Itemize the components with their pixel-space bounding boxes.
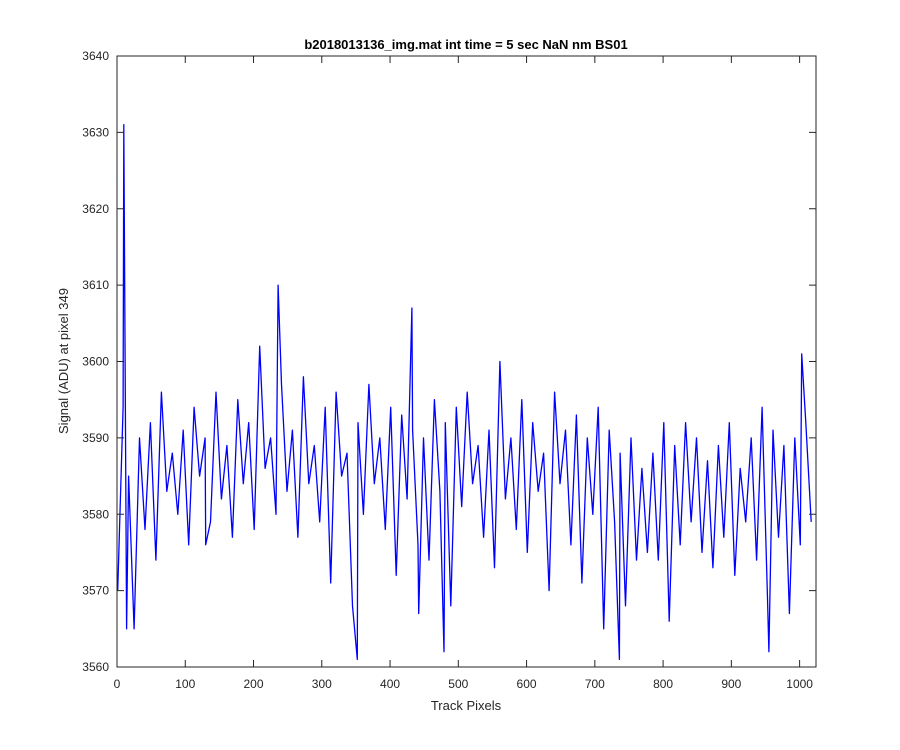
y-tick-label: 3610 — [82, 278, 109, 292]
x-tick-label: 400 — [380, 677, 400, 691]
y-tick-label: 3560 — [82, 660, 109, 674]
y-axis: 3560 3570 3580 3590 3600 3610 3620 3630 3640 — [82, 49, 816, 674]
x-tick-label: 1000 — [786, 677, 813, 691]
y-tick-label: 3580 — [82, 507, 109, 521]
plot-area — [116, 55, 817, 668]
x-tick-label: 600 — [517, 677, 537, 691]
x-tick-label: 200 — [244, 677, 264, 691]
y-tick-label: 3570 — [82, 584, 109, 598]
x-axis: 0 100 200 300 400 500 600 700 800 900 1000 — [114, 56, 813, 691]
y-tick-label: 3630 — [82, 125, 109, 139]
chart-title: b2018013136_img.mat int time = 5 sec NaN… — [304, 37, 627, 52]
x-axis-label: Track Pixels — [431, 698, 502, 713]
y-tick-label: 3620 — [82, 202, 109, 216]
y-axis-label: Signal (ADU) at pixel 349 — [56, 288, 71, 434]
x-tick-label: 100 — [175, 677, 195, 691]
x-tick-label: 800 — [653, 677, 673, 691]
axes-box — [117, 56, 816, 667]
x-tick-label: 0 — [114, 677, 121, 691]
x-tick-label: 700 — [585, 677, 605, 691]
y-tick-label: 3640 — [82, 49, 109, 63]
y-tick-label: 3590 — [82, 431, 109, 445]
x-tick-label: 500 — [448, 677, 468, 691]
y-tick-label: 3600 — [82, 355, 109, 369]
x-tick-label: 300 — [312, 677, 332, 691]
x-tick-label: 900 — [721, 677, 741, 691]
series-line-signal — [117, 124, 812, 661]
